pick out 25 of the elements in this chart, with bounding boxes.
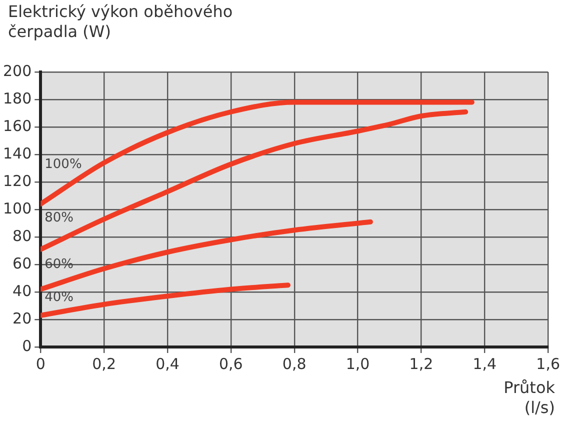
y-tick-label: 20 (12, 309, 32, 328)
y-tick-label: 180 (2, 89, 32, 108)
y-tick-label: 100 (2, 199, 32, 218)
y-tick-label: 0 (22, 336, 32, 355)
x-tick-label: 1,6 (536, 354, 560, 373)
series-label: 40% (44, 290, 74, 305)
y-tick-label: 80 (12, 226, 32, 245)
series-label: 80% (44, 210, 74, 226)
y-tick-label: 160 (2, 116, 32, 135)
x-tick-label: 0,6 (218, 354, 243, 373)
x-tick-label: 0 (36, 354, 46, 373)
x-tick-label: 0,2 (92, 354, 116, 373)
x-tick-label: 0,4 (156, 354, 180, 373)
series-label: 100% (44, 157, 82, 172)
y-tick-label: 140 (2, 144, 32, 162)
x-axis-title: Průtok (l/s) (502, 378, 555, 418)
y-tick-label: 60 (12, 254, 32, 272)
x-tick-label: 0,8 (282, 354, 306, 373)
y-tick-label: 120 (2, 172, 32, 190)
x-tick-label: 1,2 (409, 354, 434, 373)
y-axis-title: Elektrický výkon oběhového čerpadla (W) (8, 2, 234, 42)
x-tick-label: 1,0 (346, 354, 370, 373)
y-tick-label: 200 (2, 62, 32, 80)
x-tick-label: 1,4 (472, 354, 497, 373)
y-tick-label: 40 (12, 282, 32, 300)
